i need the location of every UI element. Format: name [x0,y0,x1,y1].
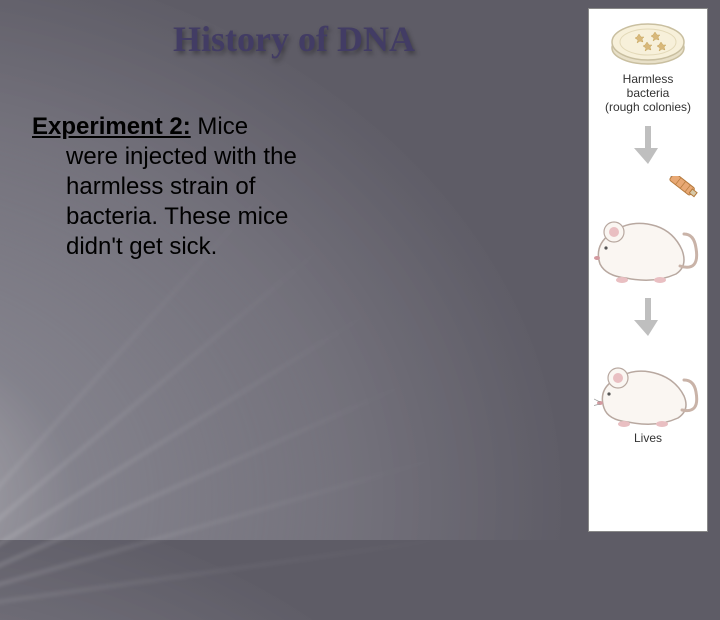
arrow-down-icon [634,124,662,166]
experiment-rest: were injected with the harmless strain o… [32,142,342,262]
light-ray [0,520,573,620]
arrow-down-icon [634,296,662,338]
petri-dish-block: Harmless bacteria (rough colonies) [605,15,691,114]
light-ray [0,246,474,619]
mouse-lives-block: Lives [594,348,702,446]
petri-caption: Harmless bacteria (rough colonies) [605,73,691,114]
petri-dish-icon [609,15,687,69]
lives-caption: Lives [634,432,662,446]
light-ray [0,424,553,620]
mouse-injection-block [592,176,704,286]
mouse-injection-icon [592,176,704,286]
experiment-line1: Mice [191,113,248,140]
slide-body: Experiment 2: Mice were injected with th… [32,112,342,262]
experiment-label: Experiment 2: [32,113,191,140]
light-ray [0,332,520,619]
slide-title: History of DNA [0,18,588,60]
mouse-alive-icon [594,348,702,428]
diagram-panel: Harmless bacteria (rough colonies) [588,8,708,532]
